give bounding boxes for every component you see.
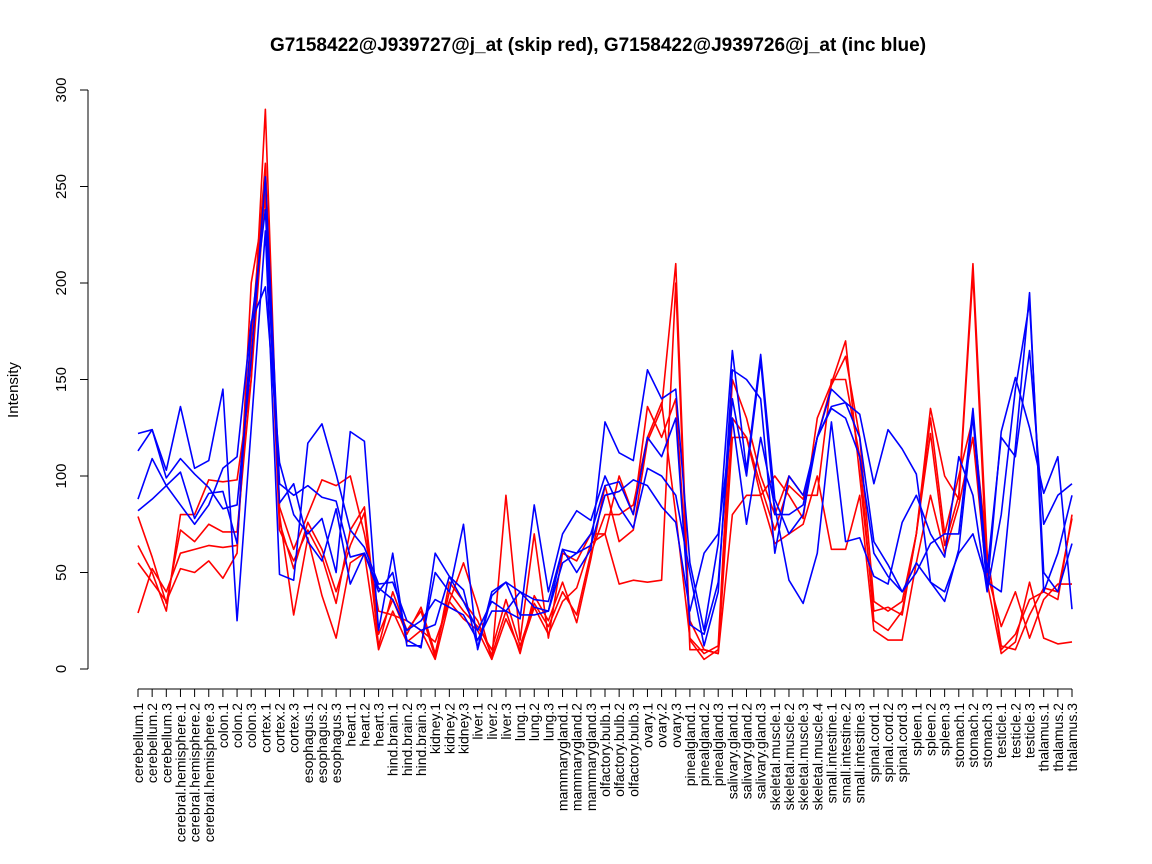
x-tick-label: esophagus.3 (328, 703, 344, 783)
x-tick-label: mammarygland.2 (569, 703, 585, 811)
x-tick-label: hind.brain.2 (399, 703, 415, 776)
y-tick-label: 300 (53, 77, 70, 102)
x-tick-label: stomach.3 (979, 703, 995, 768)
x-tick-label: spinal.cord.2 (880, 703, 896, 783)
x-tick-label: ovary.2 (654, 703, 670, 748)
x-tick-label: thalamus.2 (1050, 703, 1066, 772)
y-tick-label: 150 (53, 367, 70, 392)
x-tick-label: hind.brain.1 (385, 703, 401, 776)
x-tick-label: heart.2 (356, 703, 372, 747)
x-tick-label: small.intestine.2 (838, 703, 854, 804)
x-tick-label: cerebral.hemisphere.1 (172, 703, 188, 843)
x-tick-label: cortex.1 (257, 703, 273, 753)
x-tick-label: lung.1 (512, 703, 528, 741)
x-tick-label: thalamus.1 (1036, 703, 1052, 772)
x-tick-label: spleen.3 (937, 703, 953, 756)
x-tick-label: stomach.2 (965, 703, 981, 768)
x-tick-label: kidney.1 (427, 703, 443, 754)
series-line-inc-6 (137, 230, 1073, 649)
x-tick-label: heart.1 (342, 703, 358, 747)
x-tick-label: kidney.3 (455, 703, 471, 754)
x-tick-label: esophagus.2 (314, 703, 330, 783)
x-tick-label: lung.2 (526, 703, 542, 741)
x-tick-label: testicle.1 (993, 703, 1009, 758)
x-tick-label: pinealgland.1 (682, 703, 698, 787)
x-tick-label: skeletal.muscle.4 (809, 703, 825, 811)
x-tick-label: cerebral.hemisphere.2 (187, 703, 203, 843)
x-tick-label: salivary.gland.3 (753, 703, 769, 799)
x-tick-label: liver.2 (484, 703, 500, 740)
chart-title: G7158422@J939727@j_at (skip red), G71584… (270, 35, 926, 56)
x-tick-label: salivary.gland.1 (724, 703, 740, 799)
x-tick-label: skeletal.muscle.2 (781, 703, 797, 811)
x-tick-label: olfactory.bulb.1 (597, 703, 613, 797)
x-tick-label: cerebellum.1 (130, 703, 146, 783)
x-tick-label: mammarygland.1 (555, 703, 571, 811)
x-tick-label: salivary.gland.2 (739, 703, 755, 799)
x-tick-label: ovary.1 (639, 703, 655, 748)
x-tick-label: olfactory.bulb.3 (625, 703, 641, 797)
x-tick-label: cerebellum.2 (144, 703, 160, 783)
series-line-inc-5 (137, 176, 1073, 641)
x-tick-label: testicle.3 (1022, 703, 1038, 758)
x-tick-label: kidney.2 (441, 703, 457, 754)
x-tick-label: olfactory.bulb.2 (611, 703, 627, 797)
x-tick-label: hind.brain.3 (413, 703, 429, 776)
x-tick-label: skeletal.muscle.3 (795, 703, 811, 811)
x-tick-label: esophagus.1 (300, 703, 316, 783)
x-tick-label: stomach.1 (951, 703, 967, 768)
series-line-inc-8 (137, 286, 1073, 651)
x-tick-label: pinealgland.3 (710, 703, 726, 787)
y-axis-label: Intensity (5, 362, 22, 418)
x-tick-label: small.intestine.3 (852, 703, 868, 804)
series-line-skip-1 (137, 108, 1073, 661)
x-tick-label: spinal.cord.3 (894, 703, 910, 783)
y-axis: 0 50 100 150 200 250 300 (53, 77, 89, 673)
y-tick-label: 0 (53, 665, 70, 673)
x-tick-label: liver.3 (498, 703, 514, 740)
series-group (137, 108, 1073, 661)
y-tick-label: 250 (53, 174, 70, 199)
y-tick-label: 50 (53, 564, 70, 581)
x-tick-label: cerebral.hemisphere.3 (201, 703, 217, 843)
x-tick-label: heart.3 (371, 703, 387, 747)
x-tick-label: thalamus.3 (1064, 703, 1080, 772)
x-tick-label: pinealgland.2 (696, 703, 712, 787)
x-tick-label: colon.1 (215, 703, 231, 748)
x-axis: cerebellum.1cerebellum.2cerebellum.3cere… (130, 688, 1080, 843)
y-tick-label: 200 (53, 270, 70, 295)
y-tick-label: 100 (53, 463, 70, 488)
x-tick-label: skeletal.muscle.1 (767, 703, 783, 811)
series-line-skip-4 (137, 162, 1072, 661)
x-tick-label: testicle.2 (1007, 703, 1023, 758)
x-tick-label: cortex.2 (272, 703, 288, 753)
x-tick-label: spinal.cord.1 (866, 703, 882, 783)
x-tick-label: small.intestine.1 (823, 703, 839, 804)
x-tick-label: lung.3 (540, 703, 556, 741)
x-tick-label: colon.3 (243, 703, 259, 748)
x-tick-label: cortex.3 (286, 703, 302, 753)
x-tick-label: liver.1 (470, 703, 486, 740)
x-tick-label: mammarygland.3 (583, 703, 599, 811)
x-tick-label: colon.2 (229, 703, 245, 748)
x-tick-label: spleen.1 (908, 703, 924, 756)
x-tick-label: cerebellum.3 (158, 703, 174, 783)
x-tick-label: spleen.2 (922, 703, 938, 756)
x-tick-label: ovary.3 (668, 703, 684, 748)
series-line-inc-7 (137, 208, 1073, 649)
